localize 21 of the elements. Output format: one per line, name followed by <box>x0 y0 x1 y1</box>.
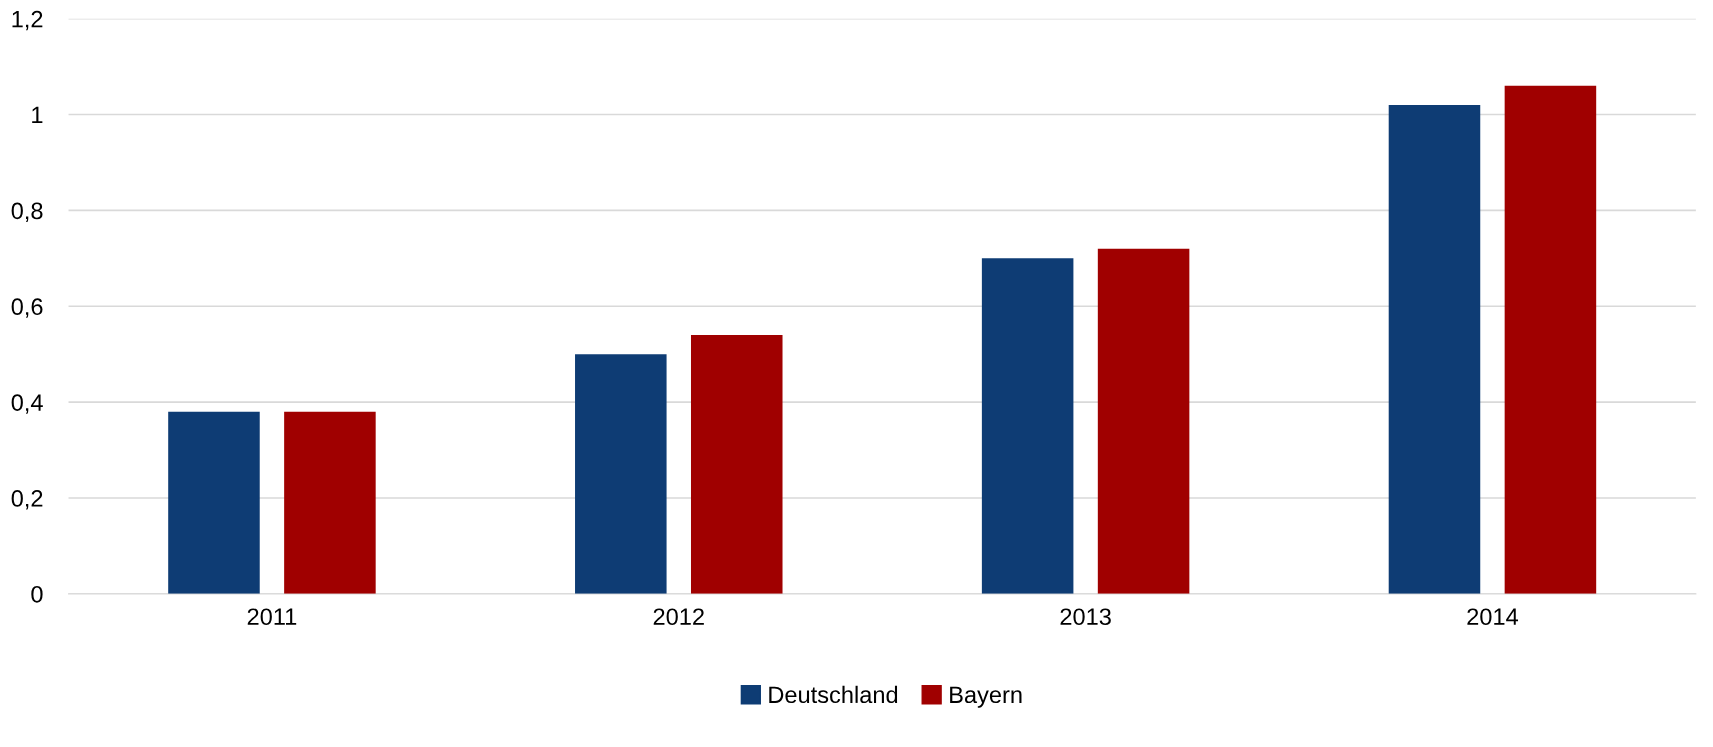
y-tick-label: 0,8 <box>11 202 43 222</box>
x-tick-label: 2012 <box>653 608 704 626</box>
y-tick-label: 0,6 <box>11 298 43 318</box>
bar <box>284 411 376 594</box>
bar <box>1097 248 1190 594</box>
x-tick-label: 2013 <box>1060 608 1111 626</box>
bar <box>575 354 667 594</box>
x-tick-label: 2014 <box>1467 608 1519 626</box>
bar <box>690 335 783 594</box>
y-tick-label: 1,2 <box>12 10 43 31</box>
bar <box>1504 85 1597 594</box>
legend-label: Bayern <box>950 686 1022 708</box>
y-tick-label: 0,4 <box>11 394 43 414</box>
y-tick-label: 0,2 <box>11 490 43 510</box>
bar <box>168 411 260 594</box>
bar <box>1388 104 1481 594</box>
legend-label: Deutschland <box>769 685 898 704</box>
x-tick-label: 2011 <box>247 608 297 626</box>
y-tick-label: 0 <box>31 585 43 603</box>
bar <box>981 258 1074 594</box>
y-tick-label: 1 <box>32 106 43 124</box>
